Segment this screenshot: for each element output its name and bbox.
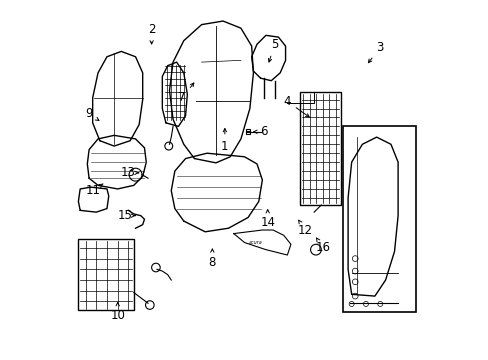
Bar (299, 93, 340, 205)
Bar (245, 129, 249, 134)
Text: 6: 6 (253, 125, 267, 138)
Bar (342, 126, 415, 312)
Text: 4: 4 (283, 95, 308, 117)
Bar (78, 239, 134, 310)
Text: 8: 8 (208, 249, 216, 269)
Text: 14: 14 (260, 210, 275, 229)
Text: 10: 10 (110, 302, 125, 322)
Text: 9: 9 (85, 107, 99, 121)
Text: 3: 3 (367, 41, 383, 63)
Text: 2: 2 (147, 23, 155, 44)
Text: 12: 12 (297, 220, 312, 237)
Text: 16: 16 (315, 238, 330, 255)
Text: 7: 7 (178, 83, 193, 104)
Text: 11: 11 (85, 184, 103, 197)
Text: acura: acura (248, 240, 262, 245)
Text: 5: 5 (268, 38, 278, 62)
Text: 13: 13 (121, 166, 139, 179)
Text: 15: 15 (117, 209, 135, 222)
Text: 1: 1 (221, 129, 228, 153)
